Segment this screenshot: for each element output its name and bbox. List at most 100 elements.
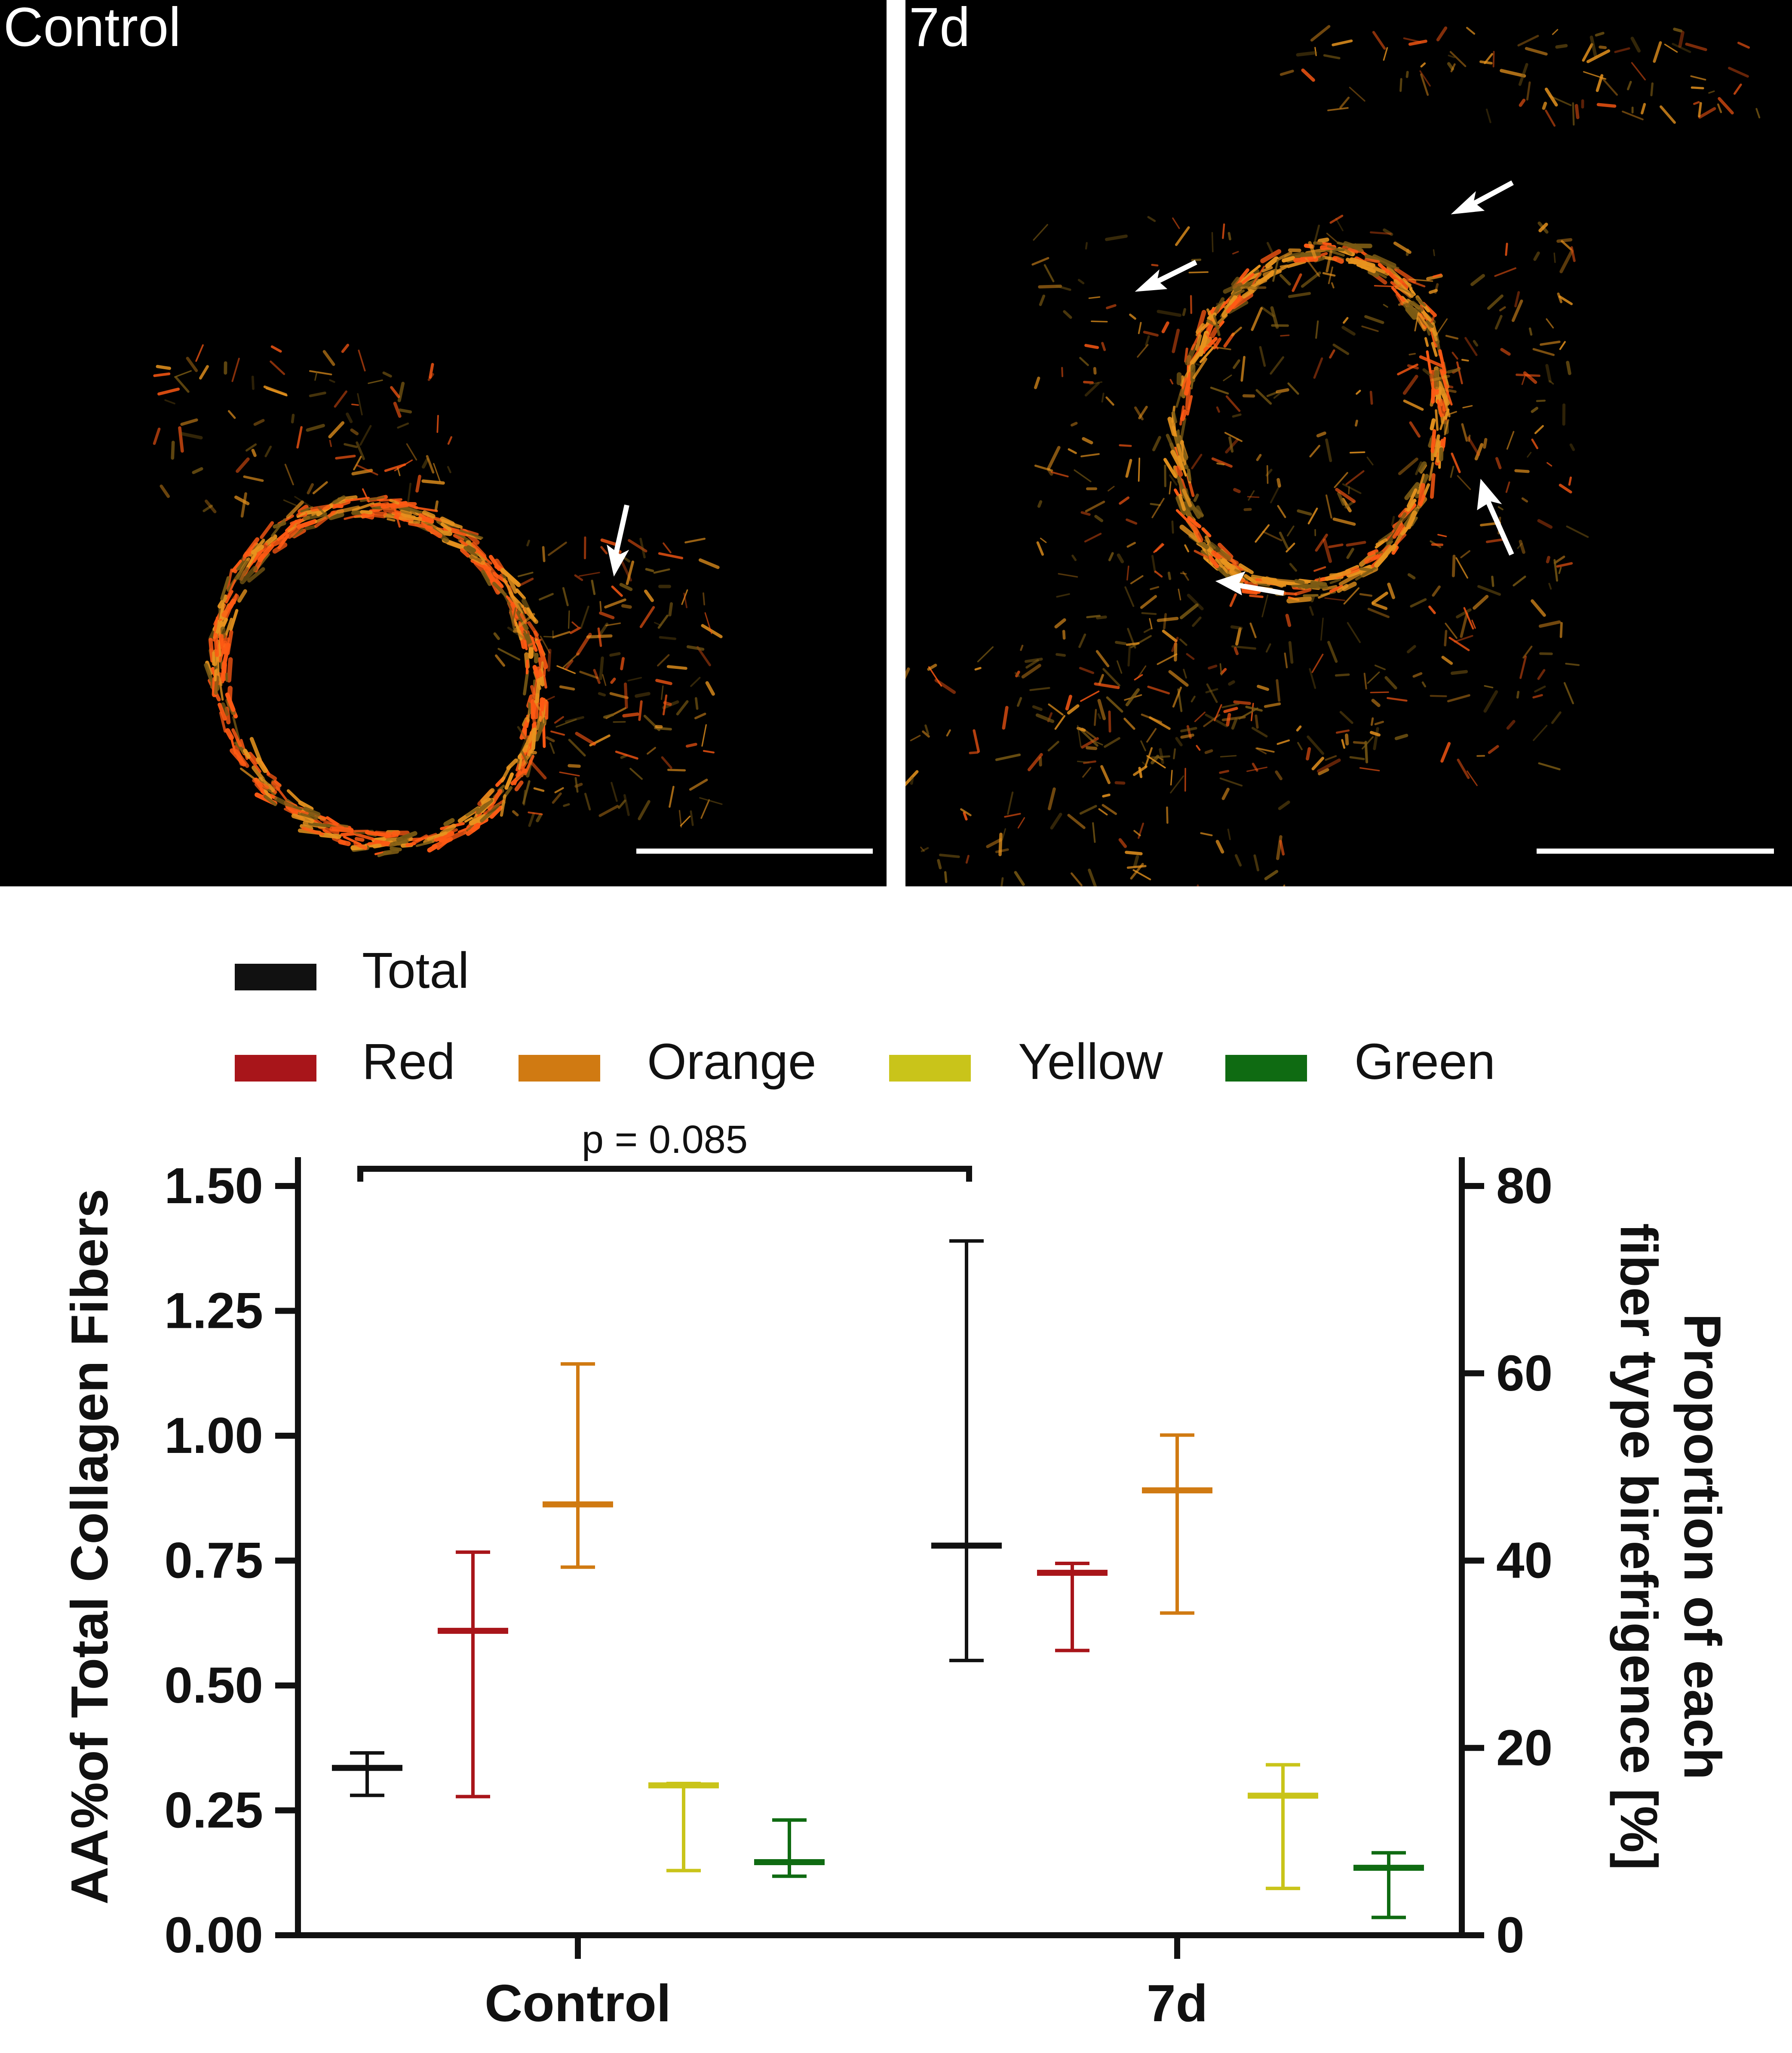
collagen-fiber bbox=[1344, 500, 1355, 509]
collagen-fiber bbox=[1205, 688, 1218, 693]
collagen-fiber bbox=[545, 701, 549, 720]
collagen-fiber bbox=[1196, 745, 1201, 751]
collagen-fiber bbox=[1439, 416, 1446, 430]
collagen-fiber bbox=[507, 626, 527, 640]
collagen-fiber bbox=[1283, 581, 1300, 586]
collagen-fiber bbox=[1494, 315, 1503, 330]
collagen-fiber bbox=[226, 579, 236, 598]
collagen-fiber bbox=[1221, 295, 1238, 318]
collagen-fiber bbox=[599, 656, 604, 680]
collagen-fiber bbox=[1179, 638, 1188, 646]
collagen-fiber bbox=[1228, 436, 1234, 453]
collagen-fiber bbox=[609, 652, 621, 657]
collagen-fiber bbox=[356, 441, 365, 460]
collagen-fiber bbox=[1596, 103, 1617, 108]
collagen-fiber bbox=[1105, 396, 1114, 406]
collagen-fiber bbox=[1517, 35, 1539, 47]
collagen-fiber bbox=[1233, 700, 1251, 705]
collagen-fiber bbox=[639, 606, 655, 628]
collagen-fiber bbox=[393, 506, 401, 528]
significance-bracket bbox=[357, 1166, 972, 1182]
collagen-fiber bbox=[1346, 548, 1354, 559]
collagen-fiber bbox=[663, 542, 672, 554]
collagen-fiber bbox=[464, 817, 473, 823]
collagen-fiber bbox=[1182, 488, 1192, 507]
collagen-fiber bbox=[552, 631, 571, 638]
collagen-fiber bbox=[627, 677, 642, 682]
collagen-fiber bbox=[1313, 566, 1326, 572]
collagen-fiber bbox=[500, 766, 511, 783]
collagen-fiber bbox=[508, 591, 523, 615]
collagen-fiber bbox=[1090, 738, 1103, 746]
collagen-fiber bbox=[506, 595, 517, 609]
collagen-fiber bbox=[600, 538, 618, 546]
collagen-fiber bbox=[1221, 787, 1230, 800]
collagen-fiber bbox=[1296, 725, 1302, 732]
collagen-fiber bbox=[1435, 386, 1442, 404]
collagen-fiber bbox=[368, 379, 383, 384]
collagen-fiber bbox=[1307, 735, 1324, 755]
y-right-tick-label: 40 bbox=[1496, 1532, 1553, 1589]
collagen-fiber bbox=[1071, 422, 1078, 427]
collagen-fiber bbox=[1143, 628, 1152, 633]
collagen-fiber bbox=[1370, 691, 1389, 693]
collagen-fiber bbox=[469, 554, 485, 565]
collagen-fiber bbox=[535, 696, 555, 706]
collagen-fiber bbox=[1252, 265, 1265, 285]
collagen-fiber bbox=[1050, 812, 1062, 830]
collagen-fiber bbox=[1188, 271, 1209, 273]
collagen-fiber bbox=[1151, 498, 1165, 518]
collagen-fiber bbox=[1143, 331, 1159, 337]
collagen-fiber bbox=[571, 621, 579, 628]
collagen-fiber bbox=[600, 546, 608, 555]
collagen-fiber bbox=[1311, 757, 1325, 771]
collagen-fiber bbox=[1473, 594, 1489, 610]
collagen-fiber bbox=[1024, 657, 1043, 663]
collagen-fiber bbox=[1329, 585, 1344, 593]
collagen-fiber bbox=[1393, 241, 1412, 254]
collagen-fiber bbox=[1233, 268, 1249, 288]
collagen-fiber bbox=[1219, 777, 1243, 787]
collagen-fiber bbox=[1126, 542, 1136, 548]
collagen-fiber bbox=[1256, 272, 1274, 284]
collagen-fiber bbox=[1435, 386, 1457, 393]
collagen-fiber bbox=[1447, 694, 1470, 702]
collagen-fiber bbox=[1262, 530, 1283, 542]
collagen-fiber bbox=[1519, 539, 1525, 554]
collagen-fiber bbox=[1484, 53, 1493, 64]
collagen-fiber bbox=[1054, 715, 1066, 730]
collagen-fiber bbox=[1335, 729, 1350, 734]
collagen-fiber bbox=[1471, 619, 1476, 629]
collagen-fiber bbox=[421, 458, 429, 469]
collagen-fiber bbox=[1445, 622, 1458, 639]
collagen-fiber bbox=[974, 667, 982, 671]
collagen-fiber bbox=[1123, 717, 1135, 730]
collagen-fiber bbox=[1435, 409, 1439, 431]
legend-label-yellow: Yellow bbox=[1018, 1033, 1163, 1090]
collagen-fiber bbox=[319, 832, 341, 839]
collagen-fiber bbox=[296, 426, 303, 449]
collagen-fiber bbox=[1014, 871, 1025, 886]
collagen-fiber bbox=[1421, 681, 1427, 688]
collagen-fiber bbox=[1335, 218, 1344, 231]
collagen-fiber bbox=[1098, 674, 1104, 685]
collagen-fiber bbox=[1077, 760, 1090, 763]
collagen-fiber bbox=[476, 798, 494, 815]
collagen-fiber bbox=[205, 499, 217, 514]
collagen-fiber bbox=[1227, 828, 1231, 840]
collagen-fiber bbox=[1205, 548, 1210, 563]
collagen-fiber bbox=[317, 506, 329, 519]
collagen-fiber bbox=[359, 425, 372, 446]
collagen-fiber bbox=[1094, 515, 1104, 522]
collagen-fiber bbox=[1563, 682, 1574, 705]
collagen-fiber bbox=[1451, 452, 1461, 473]
collagen-fiber bbox=[1199, 346, 1214, 363]
collagen-fiber bbox=[341, 343, 350, 353]
collagen-fiber bbox=[1450, 466, 1454, 478]
collagen-fiber bbox=[1078, 633, 1086, 648]
collagen-fiber bbox=[1497, 506, 1504, 511]
collagen-fiber bbox=[1231, 292, 1253, 309]
collagen-fiber bbox=[236, 557, 248, 571]
collagen-fiber bbox=[1556, 562, 1573, 568]
collagen-fiber bbox=[178, 426, 184, 453]
